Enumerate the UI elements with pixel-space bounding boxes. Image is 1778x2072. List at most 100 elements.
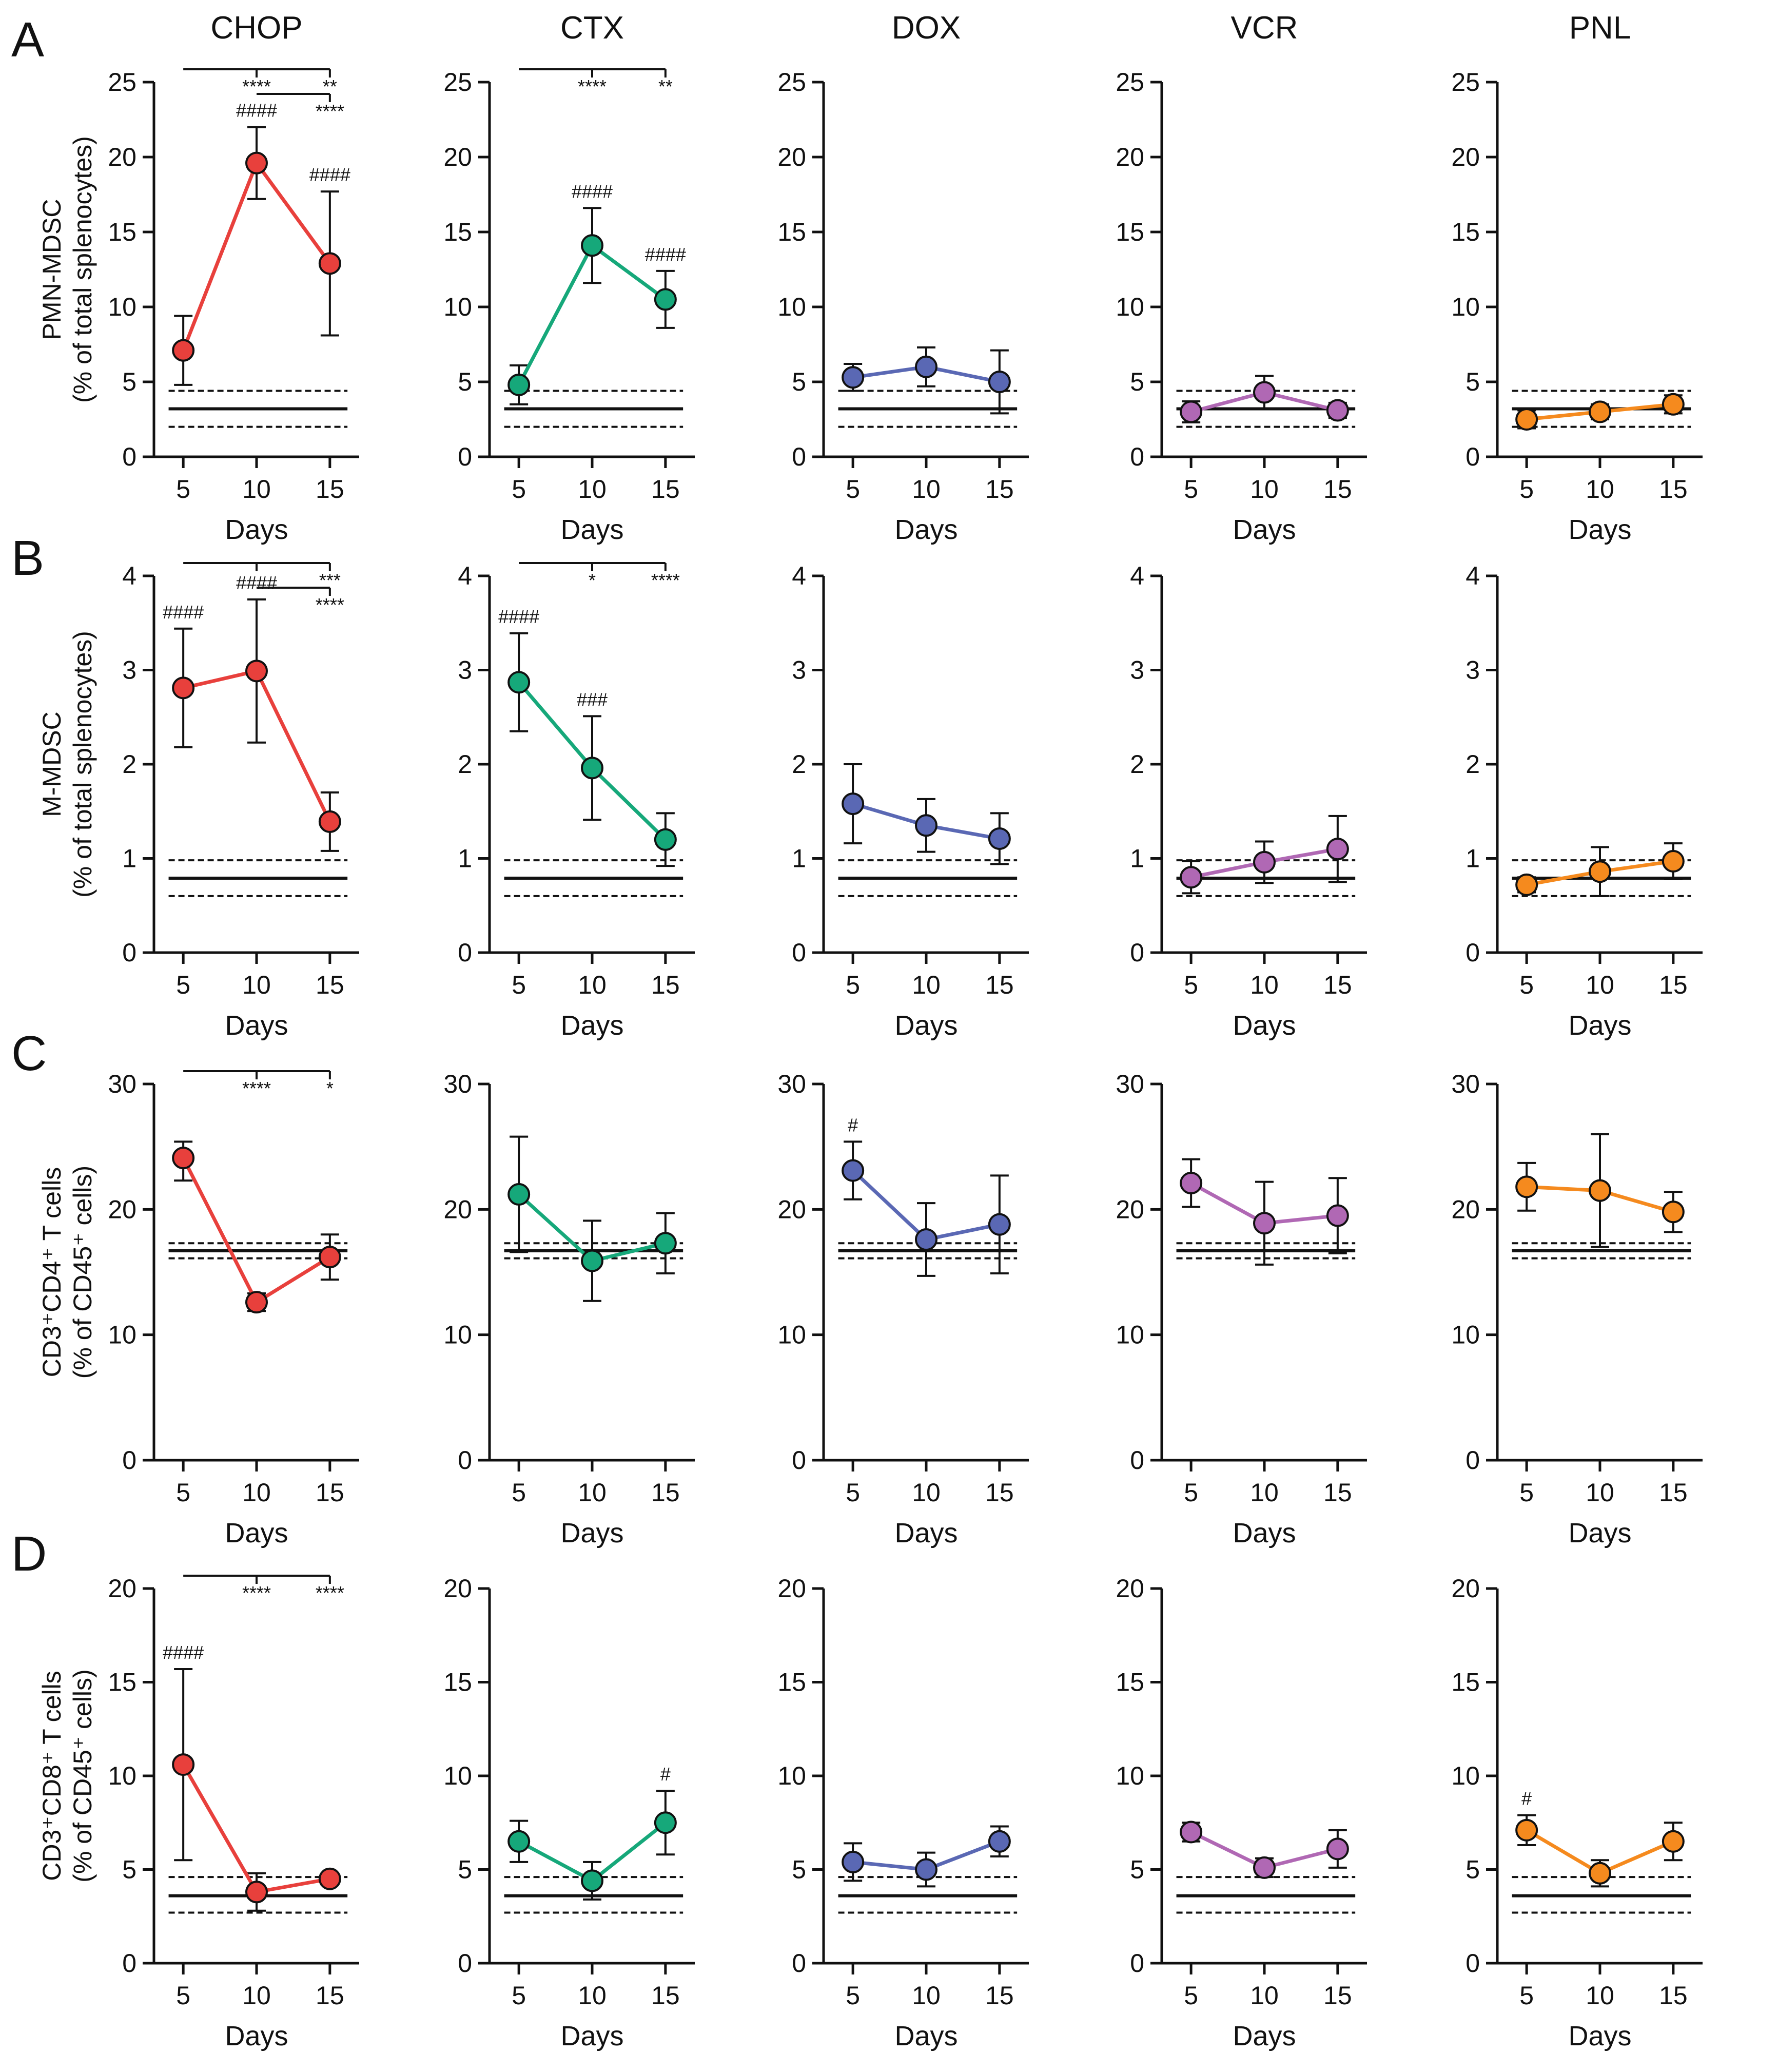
y-tick-label: 3 — [1466, 656, 1480, 685]
y-tick-label: 15 — [1116, 218, 1144, 246]
x-tick-label: 10 — [1586, 475, 1614, 504]
x-tick-label: 15 — [651, 971, 680, 999]
y-tick-label: 30 — [1116, 1070, 1144, 1098]
y-tick-label: 2 — [458, 750, 472, 779]
panel-letter-c: C — [11, 1026, 47, 1081]
data-point — [1515, 408, 1538, 431]
x-tick-label: 5 — [1519, 1478, 1534, 1507]
panel-a-dox: DOX 0 5 10 15 20 25 5 10 15 Days — [777, 10, 1029, 545]
x-tick-label: 5 — [1184, 475, 1198, 504]
y-tick-label: 0 — [122, 1446, 136, 1475]
hash-marker: # — [660, 1764, 671, 1785]
data-point — [915, 355, 937, 378]
y-tick-label: 10 — [1116, 1761, 1144, 1790]
x-axis-title: Days — [560, 2021, 623, 2051]
y-tick-label: 30 — [443, 1070, 472, 1098]
x-tick-label: 10 — [912, 475, 941, 504]
sig-label: * — [589, 570, 596, 591]
hash-marker: #### — [498, 606, 539, 627]
x-tick-label: 5 — [1519, 475, 1534, 504]
y-tick-label: 0 — [792, 1949, 806, 1978]
data-point — [172, 1147, 195, 1170]
x-axis-title: Days — [225, 514, 288, 545]
x-tick-label: 15 — [1323, 971, 1352, 999]
y-tick-label: 0 — [792, 442, 806, 471]
y-axis-label: PMN-MDSC — [37, 199, 66, 340]
data-point — [1180, 400, 1203, 423]
panel-b-vcr: 0 1 2 3 4 5 10 15 Days — [1130, 561, 1367, 1041]
y-tick-label: 5 — [792, 367, 806, 396]
hash-marker: #### — [236, 572, 277, 593]
data-point — [1253, 1856, 1276, 1879]
x-tick-label: 5 — [846, 1981, 860, 2010]
y-tick-label: 15 — [443, 218, 472, 246]
y-tick-label: 0 — [1466, 1949, 1480, 1978]
x-tick-label: 10 — [242, 971, 271, 999]
sig-label: **** — [578, 76, 607, 97]
y-tick-label: 10 — [1451, 1321, 1480, 1349]
hash-marker: # — [848, 1114, 858, 1135]
x-axis-title: Days — [560, 1010, 623, 1041]
data-point — [915, 1858, 937, 1881]
data-point — [1589, 1862, 1611, 1885]
x-tick-label: 15 — [1659, 475, 1688, 504]
x-axis-title: Days — [225, 1518, 288, 1548]
y-tick-label: 15 — [777, 1668, 806, 1697]
x-axis-title: Days — [894, 2021, 958, 2051]
y-axis-label: CD3⁺CD4⁺ T cells — [37, 1167, 66, 1377]
y-tick-label: 0 — [122, 442, 136, 471]
y-tick-label: 5 — [1130, 367, 1144, 396]
y-tick-label: 5 — [122, 367, 136, 396]
x-tick-label: 10 — [578, 475, 607, 504]
y-tick-label: 0 — [1130, 1446, 1144, 1475]
x-tick-label: 10 — [1250, 1981, 1279, 2010]
x-tick-label: 5 — [1184, 971, 1198, 999]
data-point — [654, 1232, 677, 1255]
x-tick-label: 10 — [912, 1478, 941, 1507]
data-point — [1515, 1818, 1538, 1842]
y-tick-label: 5 — [1466, 1855, 1480, 1884]
y-tick-label: 10 — [1451, 293, 1480, 321]
data-point — [842, 366, 865, 389]
panel-letter-b: B — [11, 531, 44, 586]
panel-c-vcr: 0 10 20 30 5 10 15 Days — [1116, 1070, 1367, 1548]
y-tick-label: 5 — [458, 367, 472, 396]
data-point — [245, 1881, 268, 1904]
x-axis-title: Days — [560, 1518, 623, 1548]
y-tick-label: 10 — [777, 1761, 806, 1790]
sig-label: **** — [651, 570, 680, 591]
panel-c-pnl: 0 10 20 30 5 10 15 Days — [1451, 1070, 1703, 1548]
y-tick-label: 1 — [792, 844, 806, 873]
data-point — [581, 1249, 603, 1272]
x-axis-title: Days — [225, 1010, 288, 1041]
y-axis-label: CD3⁺CD8⁺ T cells — [37, 1671, 66, 1881]
y-tick-label: 10 — [443, 1321, 472, 1349]
data-point — [1515, 1175, 1538, 1198]
hash-marker: #### — [309, 164, 350, 185]
data-point — [1253, 850, 1276, 874]
x-tick-label: 5 — [512, 475, 526, 504]
x-axis-title: Days — [225, 2021, 288, 2051]
x-tick-label: 10 — [578, 1478, 607, 1507]
y-tick-label: 10 — [1116, 1321, 1144, 1349]
panel-d-dox: 0 5 10 15 20 5 10 15 Days — [777, 1574, 1029, 2051]
panel-d-pnl: 0 5 10 15 20 5 10 15 Days # — [1451, 1574, 1703, 2051]
panel-d-ctx: 0 5 10 15 20 5 10 15 Days # — [443, 1574, 695, 2051]
x-tick-label: 15 — [316, 1981, 344, 2010]
y-tick-label: 20 — [1116, 1195, 1144, 1224]
y-tick-label: 3 — [1130, 656, 1144, 685]
y-tick-label: 20 — [108, 1574, 136, 1603]
series-line — [182, 1157, 331, 1305]
y-tick-label: 30 — [108, 1070, 136, 1098]
y-tick-label: 0 — [792, 1446, 806, 1475]
x-axis-title: Days — [1568, 1010, 1631, 1041]
panel-a-pnl: PNL 0 5 10 15 20 25 5 10 15 Days — [1451, 10, 1703, 545]
x-tick-label: 15 — [985, 1981, 1014, 2010]
y-tick-label: 3 — [122, 656, 136, 685]
x-axis-title: Days — [1568, 1518, 1631, 1548]
y-tick-label: 0 — [458, 1949, 472, 1978]
y-tick-label: 2 — [1130, 750, 1144, 779]
y-tick-label: 20 — [108, 143, 136, 171]
hash-marker: # — [1521, 1788, 1532, 1809]
